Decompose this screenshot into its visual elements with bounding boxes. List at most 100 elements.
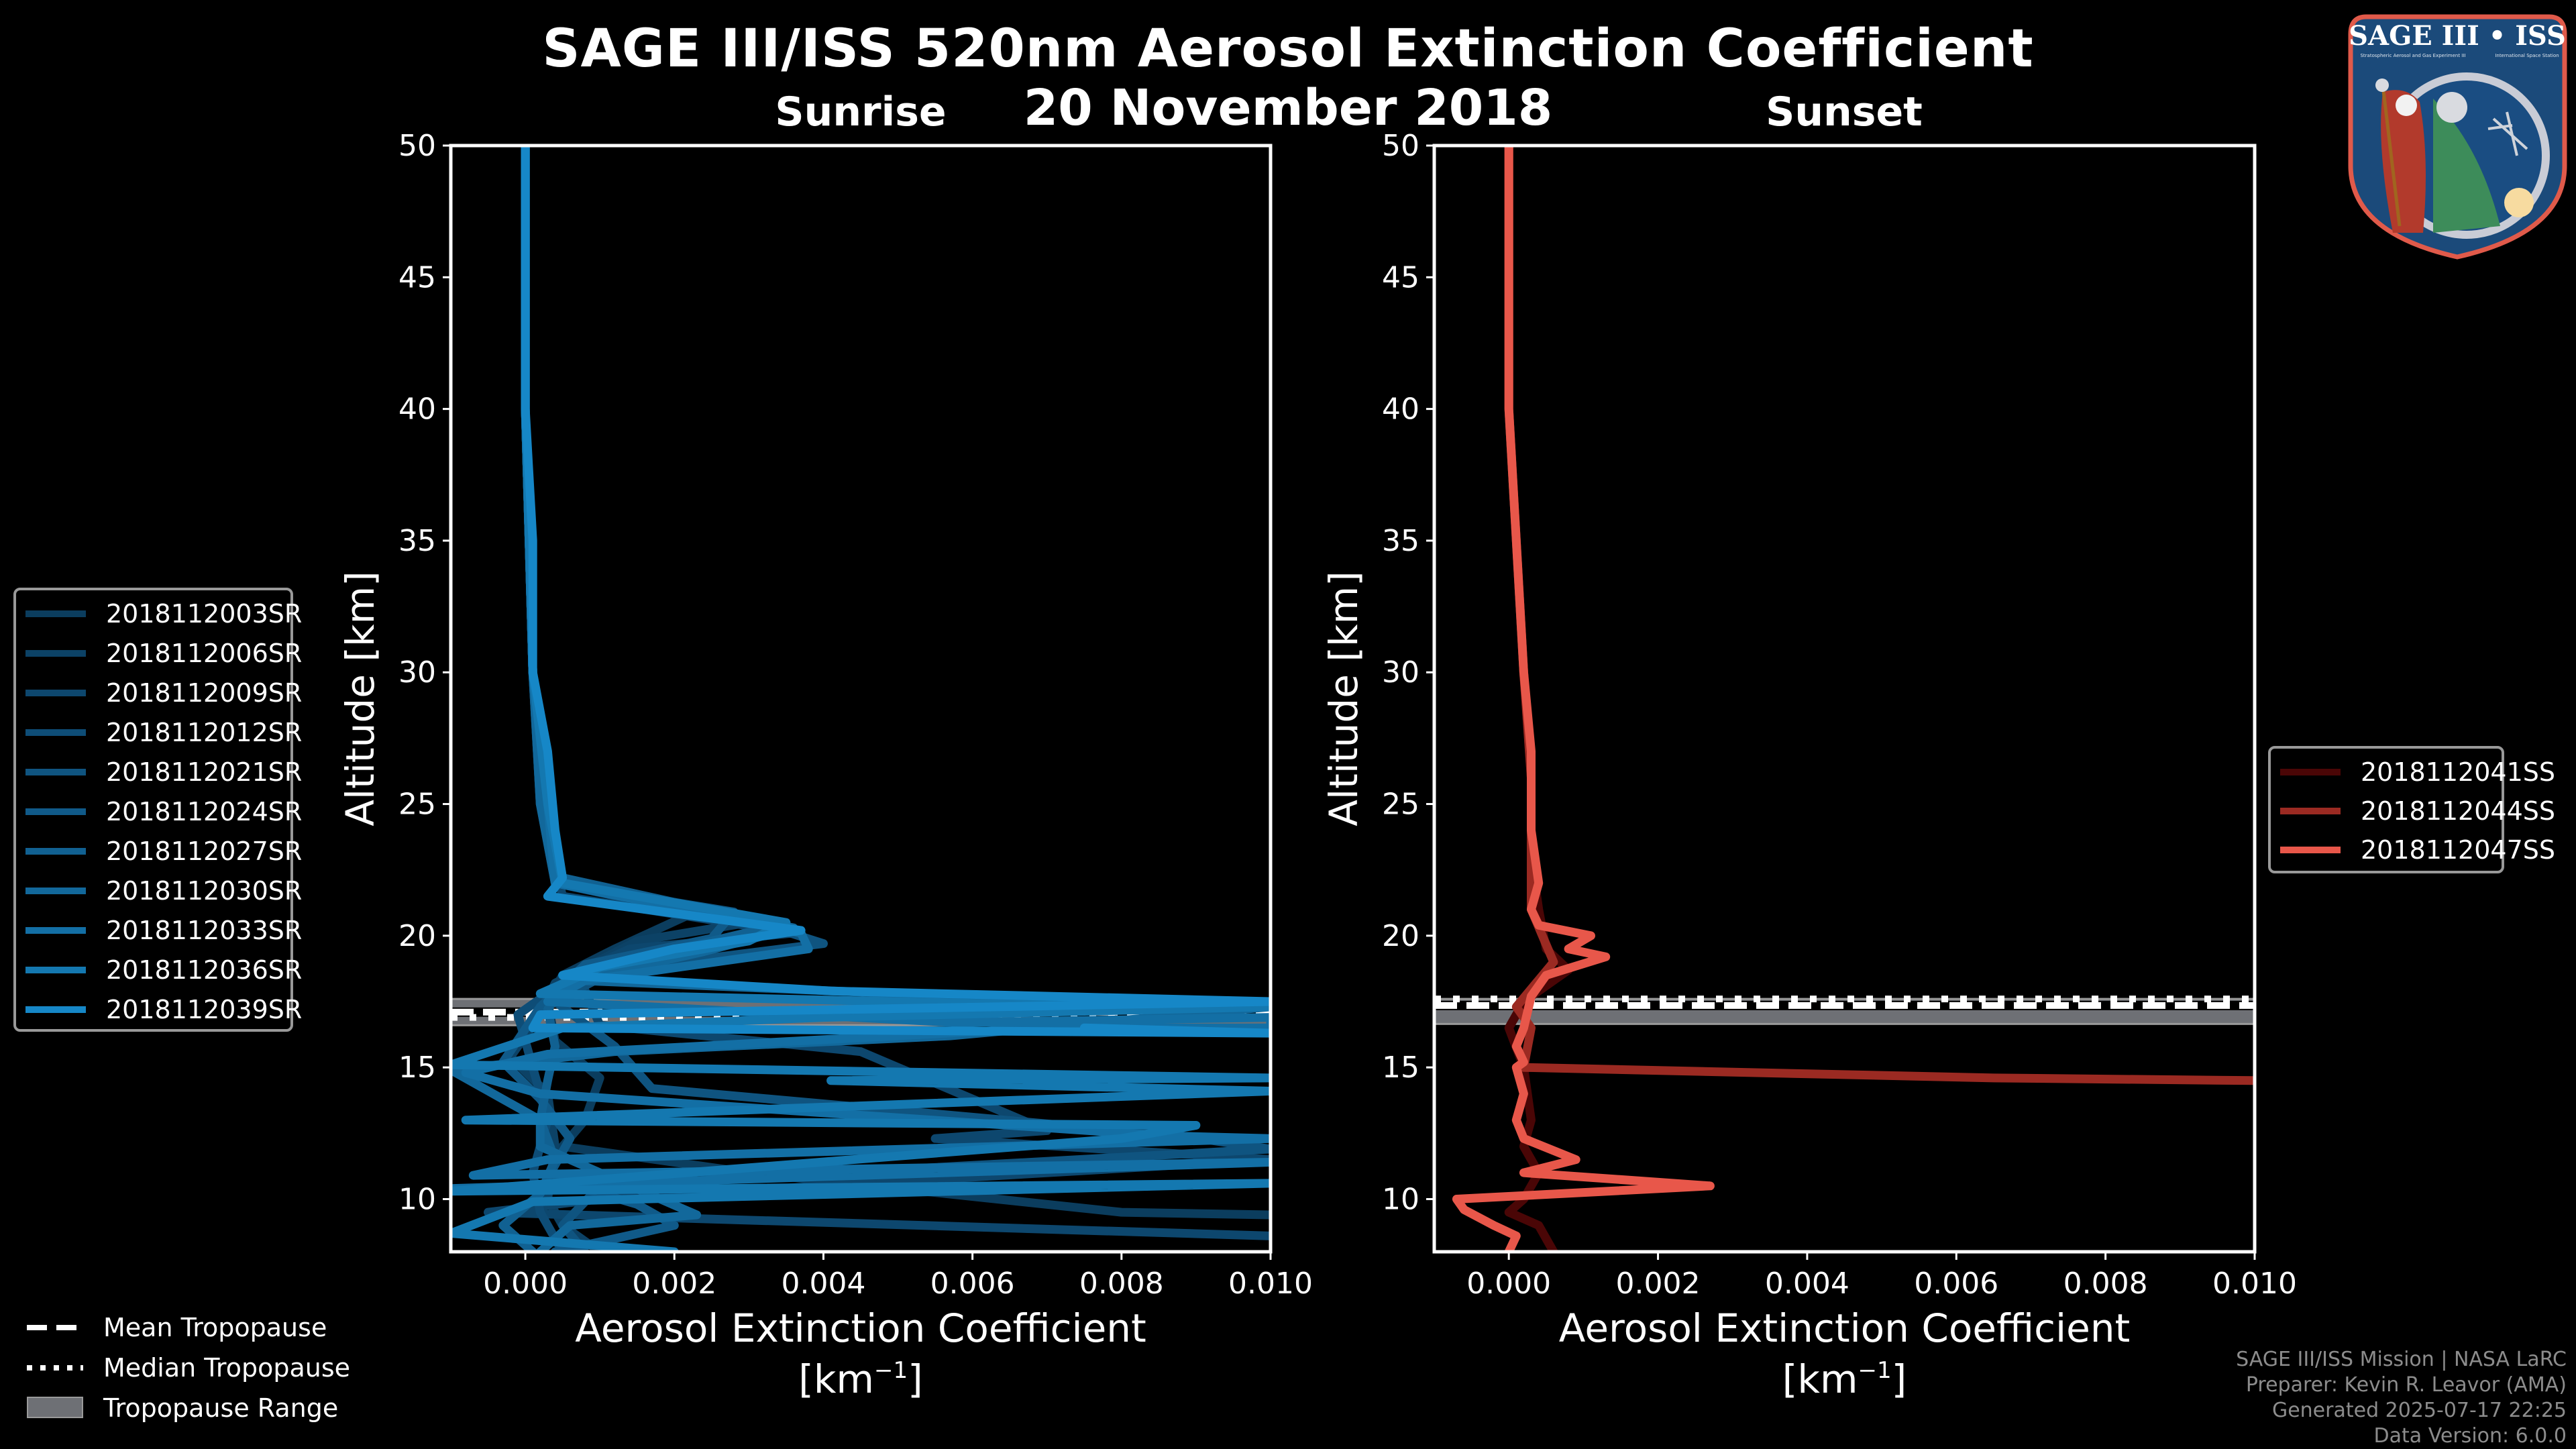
y-tick-label: 30 bbox=[1382, 655, 1419, 690]
sunset-legend: 2018112041SS 2018112044SS 2018112047SS bbox=[2268, 746, 2555, 873]
y-tick-label: 35 bbox=[1382, 524, 1419, 558]
x-tick-label: 0.006 bbox=[930, 1267, 1015, 1301]
y-tick-label: 25 bbox=[1382, 788, 1419, 822]
chart-date: 20 November 2018 bbox=[1023, 79, 1553, 137]
legend-item-2018112044SS: 2018112044SS bbox=[2271, 793, 2555, 829]
credits-version: Data Version: 6.0.0 bbox=[2373, 1424, 2567, 1448]
legend-label: 2018112024SR bbox=[106, 797, 303, 826]
legend-line-swatch bbox=[25, 888, 86, 894]
legend-item-2018112006SR: 2018112006SR bbox=[16, 635, 302, 672]
wizard-figure-icon bbox=[2381, 90, 2426, 233]
plot-area bbox=[1434, 146, 2255, 1252]
x-tick-label: 0.000 bbox=[1466, 1267, 1551, 1301]
legend-label: 2018112021SR bbox=[106, 757, 303, 787]
legend-label: 2018112047SS bbox=[2361, 835, 2556, 865]
y-tick-label: 15 bbox=[1382, 1051, 1419, 1085]
logo-subtitle-right: International Space Station bbox=[2495, 53, 2559, 58]
legend-line-swatch bbox=[2280, 808, 2341, 814]
legend-item-2018112027SR: 2018112027SR bbox=[16, 833, 302, 869]
profile-line-2018112012SR bbox=[513, 146, 769, 1252]
legend-label: 2018112044SS bbox=[2361, 796, 2556, 826]
legend-line-swatch bbox=[25, 1006, 86, 1013]
y-tick-label: 50 bbox=[398, 129, 436, 163]
legend-line-swatch bbox=[25, 769, 86, 775]
legend-label: 2018112039SR bbox=[106, 995, 303, 1024]
logo-title: SAGE III • ISS bbox=[2349, 20, 2566, 52]
legend-line-swatch bbox=[2280, 769, 2341, 775]
band-swatch-icon bbox=[27, 1397, 83, 1418]
y-tick-label: 10 bbox=[398, 1182, 436, 1216]
sunrise-panel-title: Sunrise bbox=[775, 89, 947, 136]
sunset-panel: 10 15 20 25 30 35 40 45 50 0.000 0.002 0.004 0.006 0.… bbox=[1321, 129, 2297, 1402]
legend-label: 2018112036SR bbox=[106, 955, 303, 985]
profile-line-2018112039SR bbox=[521, 146, 1271, 1038]
legend-label: Mean Tropopause bbox=[103, 1313, 327, 1342]
x-axis-units: [km−1] bbox=[798, 1356, 922, 1402]
profile-line-2018112036SR bbox=[451, 146, 1271, 1252]
legend-item-2018112039SR: 2018112039SR bbox=[16, 991, 302, 1028]
legend-item-2018112021SR: 2018112021SR bbox=[16, 754, 302, 790]
x-tick-label: 0.000 bbox=[483, 1267, 568, 1301]
legend-line-swatch bbox=[25, 650, 86, 657]
iss-station-icon bbox=[2487, 111, 2528, 156]
legend-line-swatch bbox=[25, 927, 86, 934]
sunrise-panel: 10 15 20 25 30 35 40 45 50 0.000 0.002 0.004 0.006 0.… bbox=[337, 129, 1313, 1402]
axes-frame bbox=[449, 144, 1273, 1254]
legend-label: 2018112003SR bbox=[106, 599, 303, 629]
legend-line-swatch bbox=[25, 690, 86, 696]
legend-line-swatch bbox=[25, 967, 86, 973]
tropopause-legend: Mean Tropopause Median Tropopause Tropop… bbox=[0, 1308, 402, 1436]
profile-line-2018112044SS bbox=[1504, 146, 2255, 1085]
y-tick-label: 20 bbox=[1382, 919, 1419, 953]
chart-title: SAGE III/ISS 520nm Aerosol Extinction Co… bbox=[542, 19, 2034, 79]
legend-label: Tropopause Range bbox=[103, 1393, 339, 1423]
profile-line-2018112027SR bbox=[498, 146, 784, 1252]
x-tick-label: 0.002 bbox=[1616, 1267, 1701, 1301]
credits-preparer: Preparer: Kevin R. Leavor (AMA) bbox=[2245, 1373, 2567, 1397]
y-tick-label: 35 bbox=[398, 524, 436, 558]
legend-item-2018112030SR: 2018112030SR bbox=[16, 873, 302, 909]
y-tick-label: 45 bbox=[1382, 260, 1419, 294]
legend-label: 2018112006SR bbox=[106, 639, 303, 668]
legend-label: 2018112012SR bbox=[106, 718, 303, 747]
legend-label: 2018112009SR bbox=[106, 678, 303, 708]
x-tick-label: 0.010 bbox=[1228, 1267, 1313, 1301]
legend-item-2018112012SR: 2018112012SR bbox=[16, 714, 302, 751]
credits-generated: Generated 2025-07-17 22:25 bbox=[2271, 1399, 2567, 1422]
y-tick-label: 50 bbox=[1382, 129, 1419, 163]
dashed-line-icon bbox=[27, 1325, 83, 1330]
sun-icon bbox=[2504, 188, 2534, 217]
legend-line-swatch bbox=[25, 729, 86, 736]
legend-line-swatch bbox=[2280, 847, 2341, 853]
legend-item-2018112009SR: 2018112009SR bbox=[16, 675, 302, 711]
y-tick-label: 20 bbox=[398, 919, 436, 953]
legend-label: 2018112027SR bbox=[106, 837, 303, 866]
x-tick-label: 0.006 bbox=[1914, 1267, 1998, 1301]
y-tick-label: 15 bbox=[398, 1051, 436, 1085]
y-tick-label: 40 bbox=[398, 392, 436, 427]
legend-mean-tropopause: Mean Tropopause bbox=[27, 1308, 327, 1347]
legend-line-swatch bbox=[25, 808, 86, 815]
legend-item-2018112003SR: 2018112003SR bbox=[16, 596, 302, 632]
logo-subtitle-left: Stratospheric Aerosol and Gas Experiment… bbox=[2360, 53, 2465, 58]
y-axis-label: Altitude [km] bbox=[1321, 571, 1366, 826]
x-tick-label: 0.002 bbox=[632, 1267, 716, 1301]
axes-frame bbox=[1432, 144, 2257, 1254]
y-axis-label: Altitude [km] bbox=[337, 571, 383, 826]
x-tick-label: 0.008 bbox=[1079, 1267, 1164, 1301]
legend-label: 2018112030SR bbox=[106, 876, 303, 906]
y-tick-label: 45 bbox=[398, 260, 436, 294]
x-tick-label: 0.010 bbox=[2212, 1267, 2297, 1301]
profile-line-2018112047SS bbox=[1452, 146, 1715, 1252]
x-tick-label: 0.004 bbox=[1765, 1267, 1849, 1301]
credits-block: SAGE III/ISS Mission | NASA LaRC Prepare… bbox=[2236, 1347, 2567, 1449]
legend-item-2018112036SR: 2018112036SR bbox=[16, 952, 302, 988]
legend-label: 2018112041SS bbox=[2361, 757, 2556, 787]
x-axis-units: [km−1] bbox=[1782, 1356, 1907, 1402]
sunset-panel-title: Sunset bbox=[1766, 89, 1923, 136]
y-tick-label: 10 bbox=[1382, 1182, 1419, 1216]
legend-median-tropopause: Median Tropopause bbox=[27, 1348, 350, 1387]
y-tick-label: 30 bbox=[398, 655, 436, 690]
x-axis-label: Aerosol Extinction Coefficient bbox=[1559, 1305, 2131, 1351]
